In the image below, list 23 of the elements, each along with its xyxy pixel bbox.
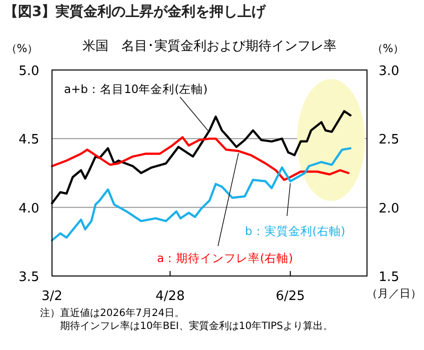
x-axis-title: （月／日）: [366, 287, 422, 300]
y-tick-label: 3.5: [18, 270, 40, 285]
y2-tick-label: 3.0: [378, 64, 400, 79]
series-label: a+b：名目10年金利(左軸): [64, 82, 208, 96]
y-axis-title: （%）: [6, 42, 38, 55]
x-tick-label: 4/28: [156, 289, 185, 304]
line-series: [50, 136, 350, 181]
x-tick-label: 6/25: [276, 289, 305, 304]
text: b：実質金利(右軸): [245, 224, 346, 238]
text: 注）直近値は2026年7月24日。: [40, 307, 185, 319]
y2-tick-label: 2.5: [378, 132, 400, 148]
y2-axis-title: （%）: [372, 42, 404, 55]
line-series: [50, 147, 352, 242]
x-tick-label: 3/2: [42, 289, 62, 304]
y-tick-label: 5.0: [18, 64, 40, 79]
chart-title: 【図3】実質金利の上昇が金利を押し上げ: [4, 3, 267, 20]
y-tick-label: 4.0: [18, 201, 40, 216]
y-tick-label: 4.5: [18, 132, 40, 148]
chart-subtitle: 米国 名目･実質金利および期待インフレ率: [82, 38, 336, 54]
text: a：期待インフレ率(右軸): [157, 251, 294, 265]
y2-tick-label: 1.5: [378, 270, 400, 285]
y2-tick-label: 2.0: [378, 201, 400, 216]
text: 期待インフレ率は10年BEI、実質金利は10年TIPSより算出。: [60, 320, 334, 332]
